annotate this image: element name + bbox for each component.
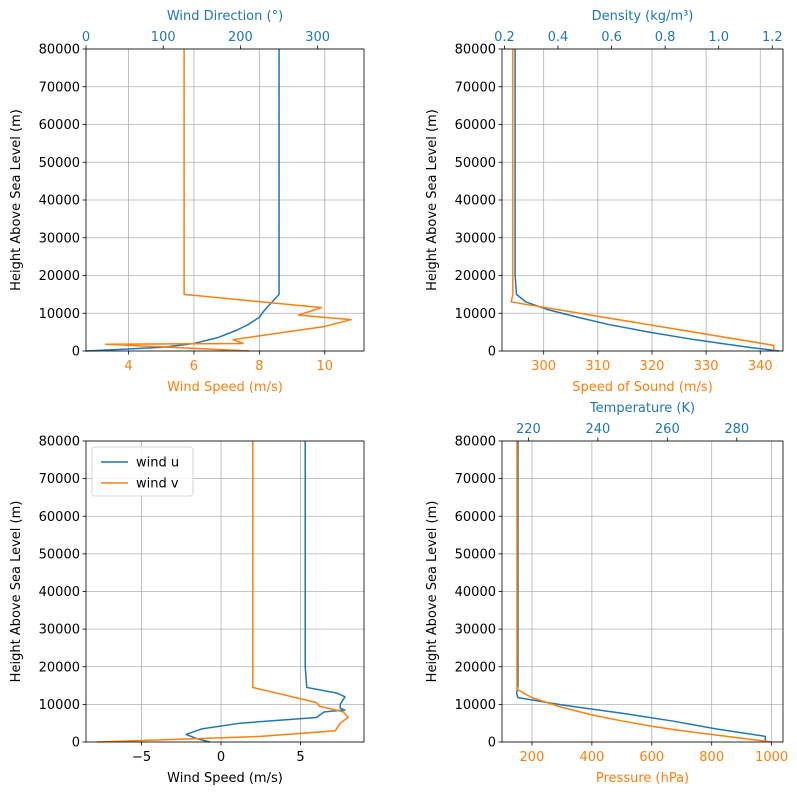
x-tick-label: 8 xyxy=(255,359,263,374)
x-tick-label: 340 xyxy=(748,359,773,374)
x-axis-label: Pressure (hPa) xyxy=(596,771,689,786)
x-tick-label: 400 xyxy=(579,750,604,765)
top-axis-label: Density (kg/m³) xyxy=(592,9,694,24)
grid xyxy=(86,48,364,352)
top-tick-label: 100 xyxy=(151,30,176,45)
y-tick-label: 40000 xyxy=(455,194,496,209)
x-tick-label: 300 xyxy=(531,359,556,374)
y-tick-label: 50000 xyxy=(455,156,496,171)
x-tick-label: 0 xyxy=(217,750,225,765)
y-tick-label: 40000 xyxy=(39,194,80,209)
y-tick-label: 0 xyxy=(72,736,80,751)
y-tick-label: 80000 xyxy=(455,43,496,58)
grid xyxy=(502,48,783,352)
series-line-2 xyxy=(104,49,352,352)
y-tick-label: 30000 xyxy=(455,623,496,638)
y-tick-label: 60000 xyxy=(39,118,80,133)
y-tick-label: 10000 xyxy=(39,698,80,713)
top-tick-label: 1.0 xyxy=(708,30,729,45)
top-tick-label: 0 xyxy=(82,30,90,45)
y-tick-label: 70000 xyxy=(455,472,496,487)
y-tick-label: 20000 xyxy=(39,269,80,284)
y-tick-label: 10000 xyxy=(455,307,496,322)
top-axis-label: Temperature (K) xyxy=(589,401,695,416)
y-tick-label: 30000 xyxy=(39,623,80,638)
y-tick-label: 20000 xyxy=(455,269,496,284)
series-line-2 xyxy=(510,49,775,351)
y-tick-label: 70000 xyxy=(455,80,496,95)
top-tick-label: 300 xyxy=(305,30,330,45)
grid xyxy=(502,440,783,743)
y-tick-label: 80000 xyxy=(39,43,80,58)
top-tick-label: 0.6 xyxy=(601,30,622,45)
subplot-2: 0 10000 20000 30000 40000 50000 60000 70000 8000… xyxy=(425,9,784,395)
top-tick-label: 0.4 xyxy=(548,30,569,45)
subplot-1: 0 10000 20000 30000 40000 50000 60000 70000 8000… xyxy=(9,9,365,395)
series-line-2 xyxy=(516,441,772,743)
x-tick-label: 600 xyxy=(639,750,664,765)
x-tick-label: 330 xyxy=(694,359,719,374)
y-tick-label: 0 xyxy=(488,345,496,360)
x-tick-label: 800 xyxy=(699,750,724,765)
y-tick-label: 40000 xyxy=(39,585,80,600)
y-tick-label: 60000 xyxy=(39,510,80,525)
subplot-3: 0 10000 20000 30000 40000 50000 60000 70000 8000… xyxy=(9,435,365,786)
y-tick-label: 60000 xyxy=(455,510,496,525)
y-tick-label: 10000 xyxy=(39,307,80,322)
y-tick-label: 70000 xyxy=(39,472,80,487)
x-tick-label: 320 xyxy=(640,359,665,374)
top-tick-label: 200 xyxy=(228,30,253,45)
top-tick-label: 260 xyxy=(655,422,680,437)
y-axis-label: Height Above Sea Level (m) xyxy=(9,109,24,291)
y-tick-label: 30000 xyxy=(455,231,496,246)
legend-label: wind v xyxy=(136,477,179,492)
x-tick-label: 310 xyxy=(585,359,610,374)
x-axis-label: Wind Speed (m/s) xyxy=(167,380,283,395)
y-tick-label: 80000 xyxy=(455,435,496,450)
x-tick-label: 200 xyxy=(520,750,545,765)
legend-label: wind u xyxy=(136,456,179,471)
y-tick-label: 80000 xyxy=(39,435,80,450)
x-tick-label: 4 xyxy=(124,359,132,374)
top-tick-label: 280 xyxy=(724,422,749,437)
y-tick-label: 0 xyxy=(488,736,496,751)
y-tick-label: 30000 xyxy=(39,231,80,246)
y-tick-label: 70000 xyxy=(39,80,80,95)
x-tick-label: 1000 xyxy=(755,750,788,765)
subplot-4: 0 10000 20000 30000 40000 50000 60000 70000 8000… xyxy=(425,401,788,786)
y-axis-label: Height Above Sea Level (m) xyxy=(425,109,440,291)
series-line-2 xyxy=(97,441,349,743)
y-tick-label: 0 xyxy=(72,345,80,360)
x-axis-label: Speed of Sound (m/s) xyxy=(572,380,713,395)
y-axis-label: Height Above Sea Level (m) xyxy=(425,501,440,683)
x-tick-label: 5 xyxy=(296,750,304,765)
x-tick-label: 10 xyxy=(316,359,333,374)
top-axis-label: Wind Direction (°) xyxy=(167,9,283,24)
top-tick-label: 0.8 xyxy=(655,30,676,45)
y-tick-label: 20000 xyxy=(39,660,80,675)
y-tick-label: 50000 xyxy=(39,547,80,562)
y-tick-label: 50000 xyxy=(455,547,496,562)
x-tick-label: 6 xyxy=(190,359,198,374)
legend: wind u wind v xyxy=(91,446,194,497)
x-tick-label: −5 xyxy=(132,750,151,765)
x-axis-label: Wind Speed (m/s) xyxy=(167,771,283,786)
y-tick-label: 60000 xyxy=(455,118,496,133)
y-tick-label: 20000 xyxy=(455,660,496,675)
series-line-1 xyxy=(185,441,346,743)
y-axis-label: Height Above Sea Level (m) xyxy=(9,501,24,683)
y-tick-label: 50000 xyxy=(39,156,80,171)
series-line-1 xyxy=(514,49,780,352)
top-tick-label: 220 xyxy=(516,422,541,437)
y-tick-label: 10000 xyxy=(455,698,496,713)
top-tick-label: 0.2 xyxy=(494,30,515,45)
top-tick-label: 240 xyxy=(585,422,610,437)
y-tick-label: 40000 xyxy=(455,585,496,600)
top-tick-label: 1.2 xyxy=(762,30,783,45)
